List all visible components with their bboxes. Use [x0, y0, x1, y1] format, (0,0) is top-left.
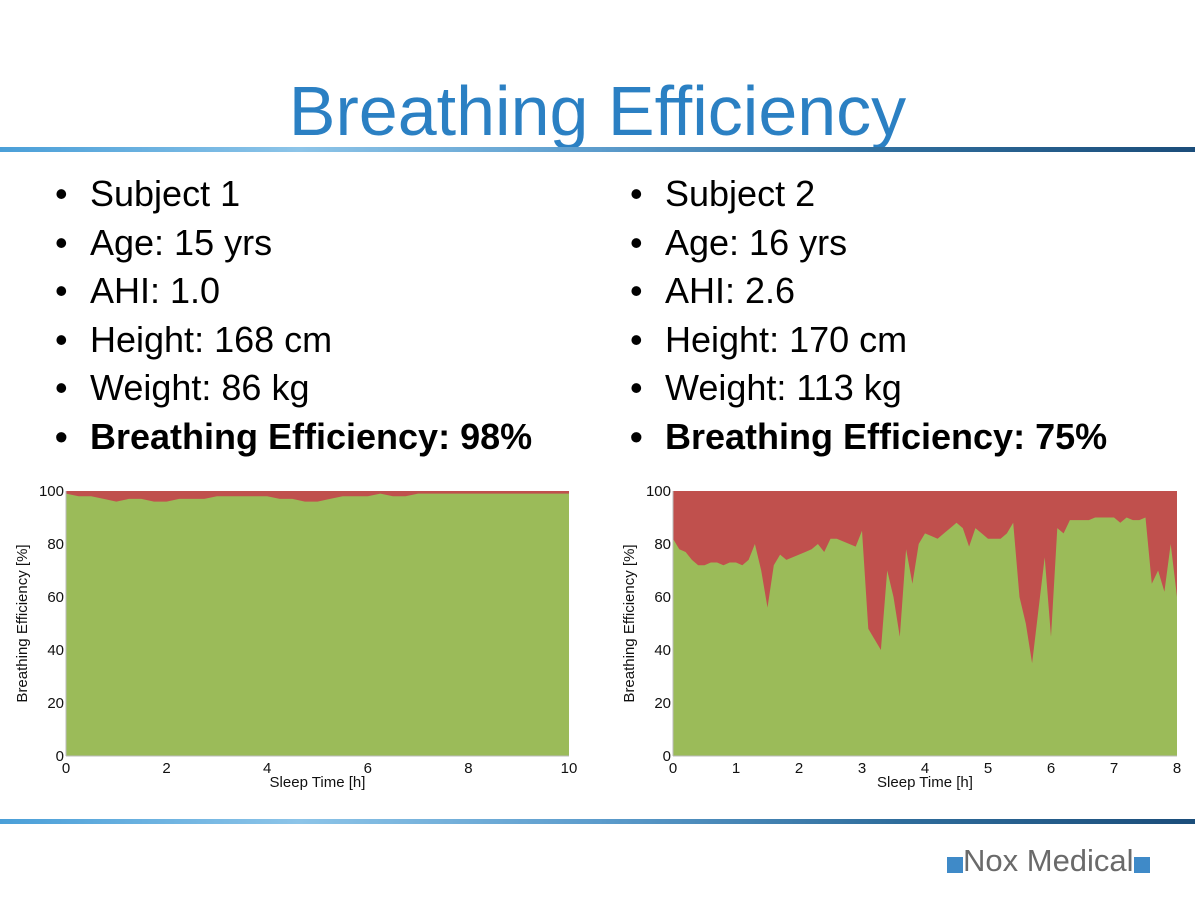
bottom-divider [0, 819, 1195, 824]
y-tick-label: 40 [47, 642, 64, 659]
y-axis-label: Breathing Efficiency [%] [14, 544, 31, 702]
x-tick-label: 3 [858, 760, 866, 777]
y-tick-label: 20 [654, 695, 671, 712]
y-tick-label: 60 [654, 589, 671, 606]
x-tick-label: 6 [1047, 760, 1055, 777]
x-tick-label: 2 [162, 760, 170, 777]
list-item: Height: 168 cm [55, 316, 532, 365]
logo-text: Nox Medical [963, 843, 1134, 878]
y-tick-label: 0 [56, 748, 64, 765]
y-tick-label: 0 [663, 748, 671, 765]
y-tick-label: 80 [654, 536, 671, 553]
efficiency-item: Breathing Efficiency: 75% [630, 413, 1107, 462]
list-item: Subject 1 [55, 170, 532, 219]
efficient-area [66, 493, 569, 756]
x-tick-label: 1 [732, 760, 740, 777]
efficiency-item: Breathing Efficiency: 98% [55, 413, 532, 462]
x-tick-label: 10 [561, 760, 578, 777]
y-tick-label: 100 [39, 483, 64, 500]
x-axis-label: Sleep Time [h] [877, 774, 973, 791]
x-tick-label: 0 [669, 760, 677, 777]
subject-2-list: Subject 2 Age: 16 yrs AHI: 2.6 Height: 1… [630, 170, 1107, 461]
y-tick-label: 80 [47, 536, 64, 553]
efficient-area [673, 517, 1177, 756]
y-tick-label: 20 [47, 695, 64, 712]
list-item: AHI: 2.6 [630, 267, 1107, 316]
x-axis-label: Sleep Time [h] [270, 774, 366, 791]
list-item: AHI: 1.0 [55, 267, 532, 316]
list-item: Age: 15 yrs [55, 219, 532, 268]
list-item: Subject 2 [630, 170, 1107, 219]
logo-square-icon [1133, 857, 1150, 873]
list-item: Weight: 86 kg [55, 364, 532, 413]
x-tick-label: 0 [62, 760, 70, 777]
y-tick-label: 100 [646, 483, 671, 500]
top-divider [0, 147, 1195, 152]
x-tick-label: 6 [364, 760, 372, 777]
x-tick-label: 4 [263, 760, 271, 777]
x-tick-label: 8 [464, 760, 472, 777]
slide-title: Breathing Efficiency [288, 72, 907, 150]
logo-square-icon [947, 857, 963, 873]
y-tick-label: 60 [47, 589, 64, 606]
y-tick-label: 40 [654, 642, 671, 659]
subject-1-list: Subject 1 Age: 15 yrs AHI: 1.0 Height: 1… [55, 170, 532, 461]
x-tick-label: 4 [921, 760, 929, 777]
list-item: Age: 16 yrs [630, 219, 1107, 268]
x-tick-label: 8 [1173, 760, 1181, 777]
nox-medical-logo: Nox Medical [947, 843, 1150, 879]
x-tick-label: 2 [795, 760, 803, 777]
x-tick-label: 5 [984, 760, 992, 777]
list-item: Weight: 113 kg [630, 364, 1107, 413]
list-item: Height: 170 cm [630, 316, 1107, 365]
y-axis-label: Breathing Efficiency [%] [621, 544, 638, 702]
x-tick-label: 7 [1110, 760, 1118, 777]
